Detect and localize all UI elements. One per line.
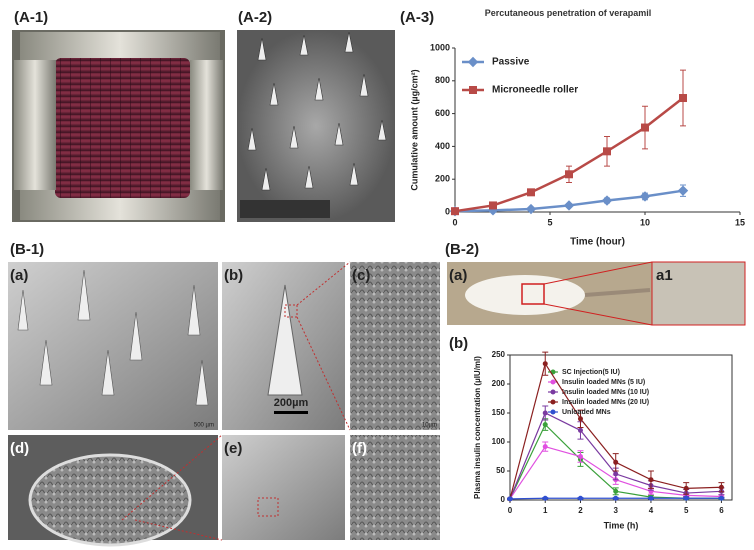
scale-bar-label: 10µm	[422, 423, 437, 429]
x-tick-label: 5	[547, 217, 552, 227]
marker	[542, 361, 548, 367]
legend-label: SC Injection(5 IU)	[562, 369, 620, 376]
marker	[565, 170, 573, 179]
marker	[718, 495, 724, 501]
marker	[577, 454, 583, 459]
marker	[527, 188, 535, 197]
marker	[613, 488, 619, 494]
panel-label: (A-2)	[238, 9, 272, 26]
y-tick-label: 0	[445, 206, 450, 216]
x-tick-label: 0	[508, 506, 513, 515]
marker	[489, 201, 497, 210]
legend-label: Unloaded MNs	[562, 409, 611, 416]
legend-label: Insulin loaded MNs (5 IU)	[562, 379, 645, 386]
marker	[577, 427, 583, 433]
y-tick-label: 50	[496, 466, 505, 475]
photo-label: (d)	[10, 440, 29, 457]
marker	[550, 389, 556, 395]
x-tick-label: 2	[578, 506, 583, 515]
marker	[613, 471, 619, 477]
y-tick-label: 600	[435, 108, 450, 118]
legend-label: Insulin loaded MNs (10 IU)	[562, 389, 649, 396]
y-axis-label: Plasma insulin concentration (µIU/ml)	[473, 356, 482, 499]
y-tick-label: 400	[435, 141, 450, 151]
marker	[603, 147, 611, 156]
marker	[679, 94, 687, 103]
y-tick-label: 200	[492, 379, 506, 388]
photo-sem-panels	[8, 261, 440, 547]
panel-label: (A-1)	[14, 9, 48, 26]
marker	[677, 185, 689, 196]
y-axis-label: Cumulative amount (µg/cm²)	[409, 69, 419, 190]
x-tick-label: 0	[452, 217, 457, 227]
photo-label: (c)	[352, 267, 370, 284]
marker	[639, 191, 651, 202]
chart-title: Percutaneous penetration of verapamil	[484, 8, 652, 18]
marker	[563, 200, 575, 211]
y-tick-label: 250	[492, 350, 506, 359]
x-tick-label: 5	[684, 506, 689, 515]
marker	[467, 56, 479, 68]
marker	[613, 459, 619, 465]
photo-label: (a)	[449, 267, 467, 284]
marker	[525, 203, 537, 215]
marker	[718, 484, 724, 490]
photo-label: (a)	[10, 267, 28, 284]
marker	[683, 485, 689, 491]
marker	[542, 444, 548, 450]
photo-mouse	[447, 261, 746, 326]
x-axis-label: Time (hour)	[570, 237, 625, 248]
scale-bar-label: 500 µm	[194, 423, 214, 429]
y-tick-label: 0	[501, 495, 506, 504]
photo-roller	[12, 30, 225, 222]
marker	[507, 496, 513, 502]
photo-label: a1	[656, 267, 673, 284]
marker	[451, 207, 459, 216]
y-tick-label: 150	[492, 408, 506, 417]
y-tick-label: 1000	[430, 42, 450, 52]
photo-label: (f)	[352, 440, 367, 457]
legend-label: Microneedle roller	[492, 85, 578, 96]
marker	[613, 495, 619, 501]
photo-label: (b)	[449, 335, 468, 352]
marker	[542, 495, 548, 501]
legend-label: Passive	[492, 57, 530, 68]
marker	[577, 495, 583, 501]
marker	[469, 86, 477, 94]
photo-label: (e)	[224, 440, 242, 457]
y-tick-label: 200	[435, 174, 450, 184]
photo-sem-array	[237, 30, 395, 222]
series-line	[454, 97, 684, 213]
x-tick-label: 3	[613, 506, 618, 515]
scale-bar-label: 200µm	[274, 397, 309, 409]
x-tick-label: 1	[543, 506, 548, 515]
x-tick-label: 10	[640, 217, 650, 227]
marker	[641, 123, 649, 132]
photo-label: (b)	[224, 267, 243, 284]
marker	[648, 495, 654, 501]
panel-label: (B-1)	[10, 241, 44, 258]
marker	[648, 477, 654, 483]
marker	[550, 409, 556, 415]
x-tick-label: 6	[719, 506, 724, 515]
x-axis-label: Time (h)	[604, 520, 639, 530]
marker	[542, 422, 548, 428]
marker	[601, 195, 613, 206]
panel-label: (B-2)	[445, 241, 479, 258]
y-tick-label: 100	[492, 437, 506, 446]
plot-frame	[509, 354, 733, 501]
marker	[577, 416, 583, 422]
marker	[542, 410, 548, 416]
x-tick-label: 15	[735, 217, 745, 227]
x-tick-label: 4	[649, 506, 654, 515]
marker	[550, 399, 556, 405]
panel-label: (A-3)	[400, 9, 434, 26]
y-tick-label: 800	[435, 75, 450, 85]
legend-label: Insulin loaded MNs (20 IU)	[562, 399, 649, 406]
marker	[683, 495, 689, 501]
marker	[550, 379, 556, 385]
